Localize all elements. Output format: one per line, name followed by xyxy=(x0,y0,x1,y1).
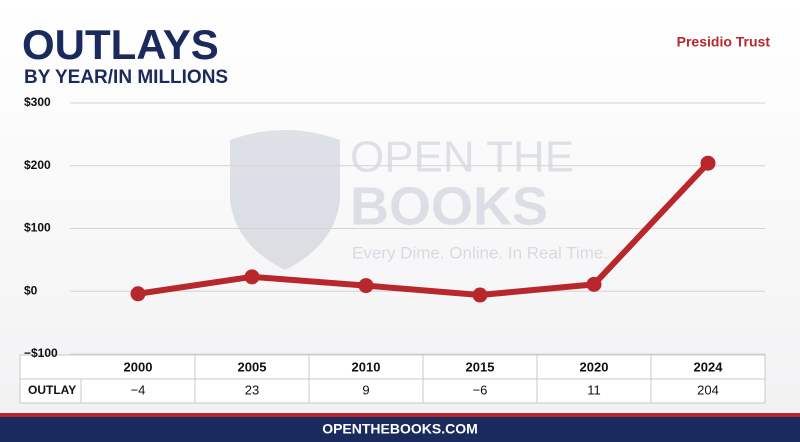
y-tick-label: $200 xyxy=(24,158,51,172)
point xyxy=(586,276,602,292)
x-tick-label: 2010 xyxy=(352,359,381,374)
x-tick-label: 2020 xyxy=(580,359,609,374)
table-value: −4 xyxy=(131,382,146,397)
footer-rule xyxy=(0,413,800,417)
point xyxy=(700,155,716,171)
point xyxy=(244,269,260,285)
watermark-logo xyxy=(230,130,340,270)
table-value: −6 xyxy=(473,382,488,397)
row-label: OUTLAY xyxy=(28,383,76,397)
x-tick-label: 2024 xyxy=(694,359,724,374)
footer-bar xyxy=(0,417,800,442)
chart-subtitle: BY YEAR/IN MILLIONS xyxy=(24,67,228,88)
watermark-text: Every Dime. Online. In Real Time. xyxy=(352,243,608,262)
watermark-text: BOOKS xyxy=(350,176,548,236)
table-value: 204 xyxy=(697,382,719,397)
table-value: 9 xyxy=(362,382,369,397)
table-value: 11 xyxy=(587,382,601,397)
y-tick-label: −$100 xyxy=(24,346,58,360)
table-value: 23 xyxy=(245,382,259,397)
y-tick-label: $100 xyxy=(24,221,51,235)
x-tick-label: 2005 xyxy=(238,359,267,374)
point xyxy=(358,278,374,294)
y-tick-label: $300 xyxy=(24,95,51,109)
point xyxy=(130,286,146,302)
agency-label: Presidio Trust xyxy=(677,34,771,50)
footer-text: OPENTHEBOOKS.COM xyxy=(322,421,478,437)
line xyxy=(135,160,711,299)
point xyxy=(472,287,488,303)
chart-title: OUTLAYS xyxy=(22,21,219,68)
watermark-text: OPEN THE xyxy=(350,133,574,182)
x-tick-label: 2015 xyxy=(466,359,495,374)
x-tick-label: 2000 xyxy=(124,359,153,374)
y-tick-label: $0 xyxy=(24,283,38,297)
